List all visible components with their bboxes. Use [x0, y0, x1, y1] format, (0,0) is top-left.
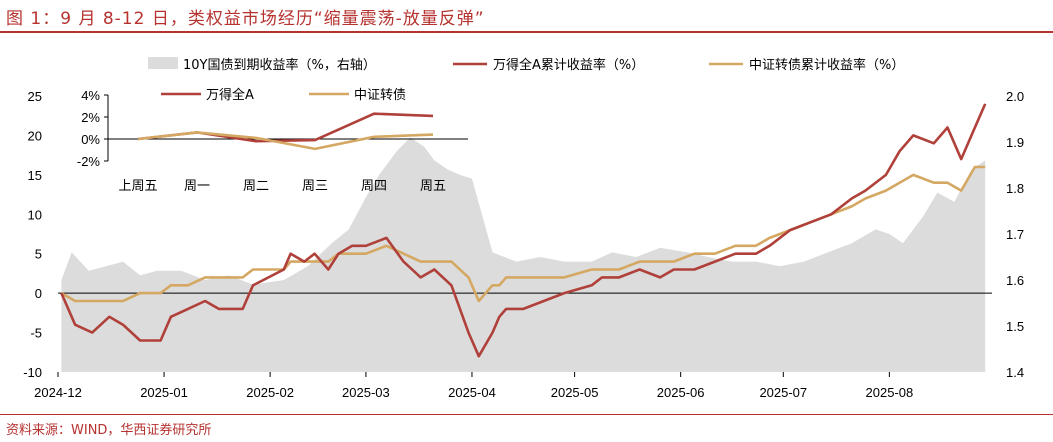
main-axes: -10 -5 0 5 10 15 20 25 1.4 1.5 1.6 1.7 1.8 1.9 2.0 2024… [23, 89, 1024, 400]
x-axis-tick-0: 2024-12 [34, 385, 82, 400]
right-axis-tick-2: 1.6 [1006, 273, 1024, 288]
left-axis-tick-4: 10 [28, 207, 42, 222]
inset-category-2: 周二 [243, 178, 269, 193]
right-axis-tick-4: 1.8 [1006, 181, 1024, 196]
left-axis-tick-6: 20 [28, 128, 42, 143]
inset-line-1 [137, 131, 434, 151]
left-axis-tick-0: -10 [23, 365, 42, 380]
figure-title: 图 1：9 月 8-12 日，类权益市场经历“缩量震荡-放量反弹” [6, 9, 485, 29]
bond-yield-area [61, 137, 986, 372]
x-axis-tick-7: 2025-07 [759, 385, 807, 400]
right-axis-tick-6: 2.0 [1006, 89, 1024, 104]
chart-svg: -10 -5 0 5 10 15 20 25 1.4 1.5 1.6 1.7 1.8 1.9 2.0 2024… [23, 57, 1024, 400]
legend-label-2: 中证转债累计收益率（%） [749, 57, 904, 73]
left-axis-tick-3: 5 [35, 247, 42, 262]
x-axis-tick-5: 2025-05 [551, 385, 599, 400]
inset-category-0: 上周五 [118, 178, 157, 193]
left-axis-tick-2: 0 [35, 286, 42, 301]
legend-label-1: 万得全A累计收益率（%） [493, 57, 644, 73]
legend-swatch-0 [148, 57, 178, 69]
bond-yield-area-layer [61, 137, 986, 372]
inset-category-4: 周四 [361, 178, 387, 193]
main-legend: 10Y国债到期收益率（%，右轴） 万得全A累计收益率（%） 中证转债累计收益率（%） [148, 57, 904, 73]
legend-label-0: 10Y国债到期收益率（%，右轴） [183, 57, 376, 73]
inset-legend-label-1: 中证转债 [354, 88, 406, 103]
source-rule [0, 414, 1053, 415]
left-axis-tick-1: -5 [30, 326, 42, 341]
x-axis-tick-8: 2025-08 [866, 385, 914, 400]
inset-y-tick-0: 4% [81, 88, 100, 103]
x-axis-tick-6: 2025-06 [657, 385, 705, 400]
x-axis-tick-4: 2025-04 [448, 385, 496, 400]
x-axis-tick-1: 2025-01 [140, 385, 188, 400]
source-note: 资料来源：WIND，华西证券研究所 [6, 423, 212, 438]
weekly-inset-chart: 万得全A 中证转债 4% 2% 0% -2% 上周五 周一 周二 周三 周四 周五 [77, 87, 468, 193]
x-axis-tick-2: 2025-02 [246, 385, 294, 400]
left-axis-tick-5: 15 [28, 168, 42, 183]
inset-y-tick-2: 0% [81, 132, 100, 147]
inset-category-1: 周一 [184, 178, 210, 193]
right-axis-tick-1: 1.5 [1006, 319, 1024, 334]
left-axis-tick-7: 25 [28, 89, 42, 104]
wind-a-line [60, 103, 987, 358]
cumulative-return-lines-layer [60, 103, 987, 358]
title-rule [0, 31, 1053, 33]
x-axis-tick-3: 2025-03 [342, 385, 390, 400]
right-axis-tick-0: 1.4 [1006, 365, 1024, 380]
right-axis-tick-3: 1.7 [1006, 227, 1024, 242]
inset-legend-label-0: 万得全A [206, 87, 254, 103]
right-axis-tick-5: 1.9 [1006, 135, 1024, 150]
cb-index-line [60, 165, 986, 303]
inset-y-tick-3: -2% [77, 154, 101, 169]
inset-y-tick-1: 2% [81, 110, 100, 125]
inset-category-5: 周五 [420, 178, 446, 193]
inset-category-3: 周三 [302, 178, 328, 193]
